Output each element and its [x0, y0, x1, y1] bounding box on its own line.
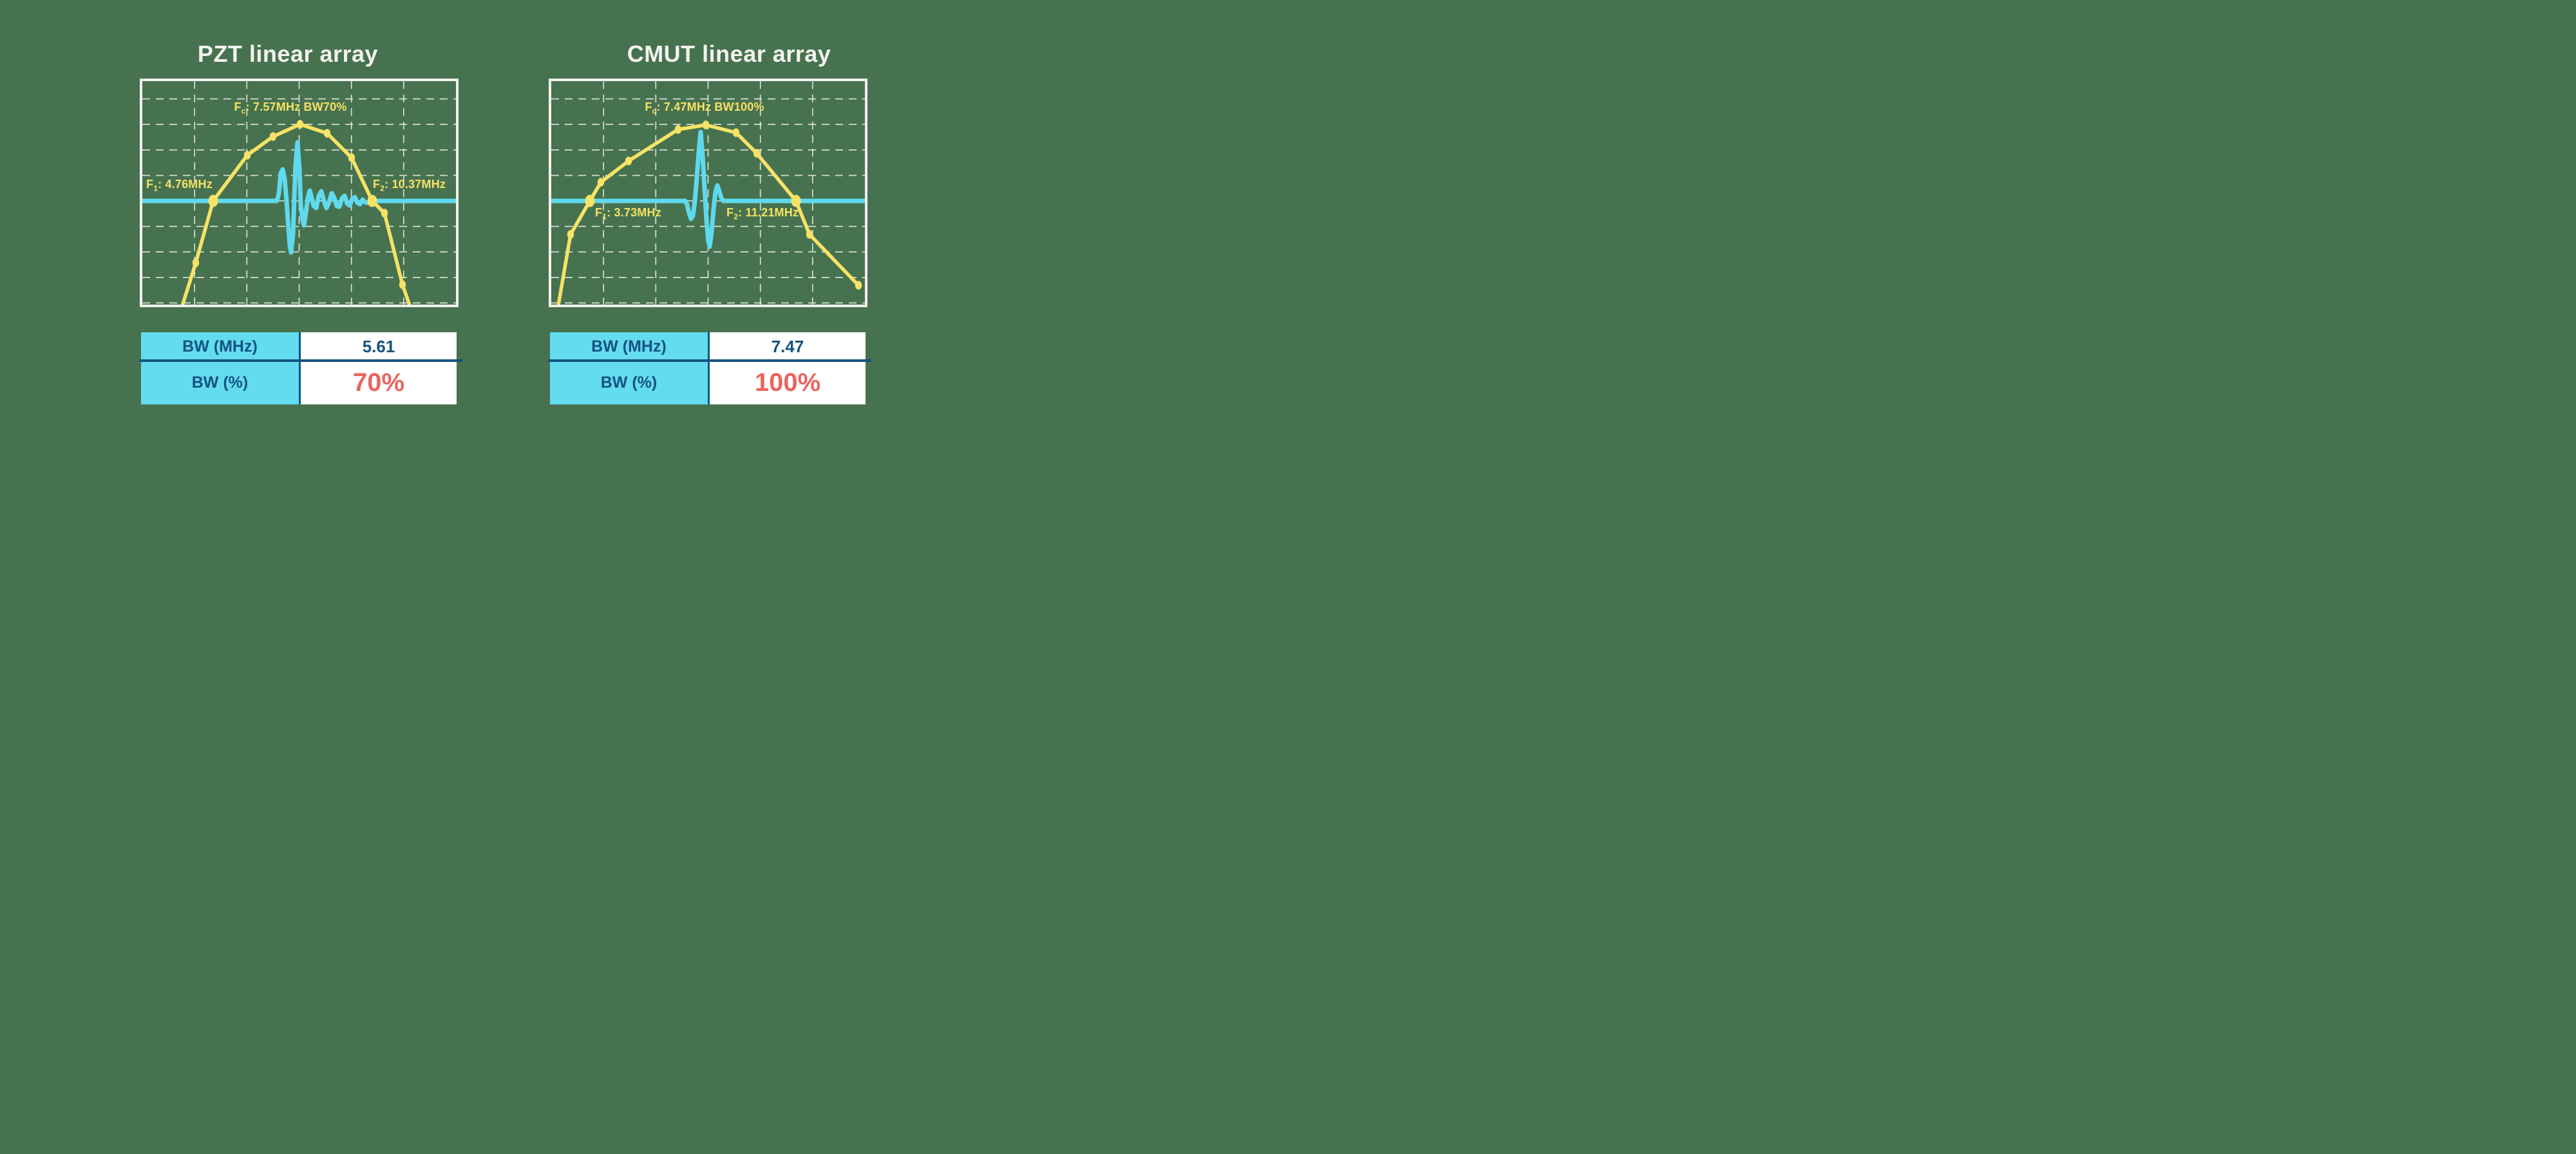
- f2-label-sub: 2: [734, 212, 739, 222]
- data-marker: [753, 149, 761, 158]
- cmut-chart-panel: Fc: 7.47MHz BW100% F1: 3.73MHz F2: 11.21…: [549, 79, 867, 307]
- cmut-title: CMUT linear array: [627, 41, 831, 67]
- cmut-bw-mhz-label-cell: BW (MHz): [550, 332, 708, 361]
- cmut-bw-table: BW (MHz) 7.47 BW (%) 100%: [550, 332, 866, 404]
- fc-label-rest: : 7.57MHz BW70%: [245, 100, 347, 113]
- cmut-fc-annotation: Fc: 7.47MHz BW100%: [645, 100, 764, 116]
- data-marker: [806, 230, 813, 239]
- pzt-f1-annotation: F1: 4.76MHz: [146, 178, 213, 193]
- fc-label-sub: c: [652, 106, 657, 116]
- f1-label-rest: : 3.73MHz: [607, 206, 661, 219]
- data-marker: [625, 156, 632, 166]
- bandwidth-crossing-marker: [585, 194, 595, 207]
- pulse-waveform: [142, 140, 456, 255]
- pzt-bw-pct-value-cell: 70%: [299, 361, 457, 404]
- data-marker: [243, 151, 251, 160]
- f1-label-sub: 1: [602, 212, 607, 222]
- data-marker: [296, 120, 304, 129]
- f2-label-pre: F: [373, 178, 381, 191]
- response-curve: [556, 123, 860, 305]
- f2-label-pre: F: [726, 206, 734, 219]
- infographic-canvas: PZT linear array CMUT linear array Fc: 7…: [0, 0, 1010, 452]
- data-marker: [597, 178, 605, 187]
- data-marker: [702, 120, 710, 129]
- f1-label-pre: F: [146, 178, 154, 191]
- data-marker: [732, 128, 740, 137]
- pzt-f2-annotation: F2: 10.37MHz: [373, 178, 446, 193]
- data-marker: [348, 153, 355, 162]
- pzt-fc-annotation: Fc: 7.57MHz BW70%: [234, 100, 347, 116]
- cmut-bw-pct-value-cell: 100%: [708, 361, 866, 404]
- bandwidth-crossing-marker: [208, 194, 218, 207]
- pzt-title: PZT linear array: [197, 41, 379, 67]
- pzt-chart-panel: Fc: 7.57MHz BW70% F1: 4.76MHz F2: 10.37M…: [140, 79, 459, 307]
- bandwidth-crossing-marker: [791, 194, 801, 207]
- data-marker: [567, 230, 574, 239]
- f1-label-sub: 1: [153, 184, 158, 193]
- f2-label-rest: : 10.37MHz: [384, 178, 446, 191]
- cmut-bw-pct-label-cell: BW (%): [550, 361, 708, 404]
- f1-label-pre: F: [595, 206, 603, 219]
- f1-label-rest: : 4.76MHz: [158, 178, 213, 191]
- f2-label-sub: 2: [380, 184, 385, 193]
- cmut-plot: [551, 81, 865, 305]
- pulse-waveform: [551, 129, 865, 249]
- cmut-table-divider: [548, 359, 871, 362]
- pzt-plot: [142, 81, 456, 305]
- pzt-bw-mhz-value-cell: 5.61: [299, 332, 457, 361]
- data-marker: [399, 280, 406, 289]
- data-marker: [323, 129, 331, 138]
- data-marker: [269, 132, 277, 141]
- data-marker: [855, 281, 862, 290]
- data-marker: [192, 258, 200, 267]
- pzt-table-divider: [139, 359, 462, 362]
- bandwidth-crossing-marker: [367, 194, 377, 207]
- fc-label-rest: : 7.47MHz BW100%: [656, 100, 764, 113]
- data-marker: [674, 125, 682, 134]
- pzt-bw-mhz-label-cell: BW (MHz): [141, 332, 299, 361]
- cmut-bw-mhz-value-cell: 7.47: [708, 332, 866, 361]
- cmut-f2-annotation: F2: 11.21MHz: [726, 206, 799, 222]
- response-curve: [180, 122, 412, 305]
- fc-label-pre: F: [645, 100, 652, 113]
- fc-label-pre: F: [234, 100, 242, 113]
- fc-label-sub: c: [241, 106, 246, 116]
- data-marker: [381, 209, 388, 218]
- pzt-bw-table: BW (MHz) 5.61 BW (%) 70%: [141, 332, 457, 404]
- cmut-f1-annotation: F1: 3.73MHz: [595, 206, 661, 222]
- f2-label-rest: : 11.21MHz: [738, 206, 799, 219]
- pzt-bw-pct-label-cell: BW (%): [141, 361, 299, 404]
